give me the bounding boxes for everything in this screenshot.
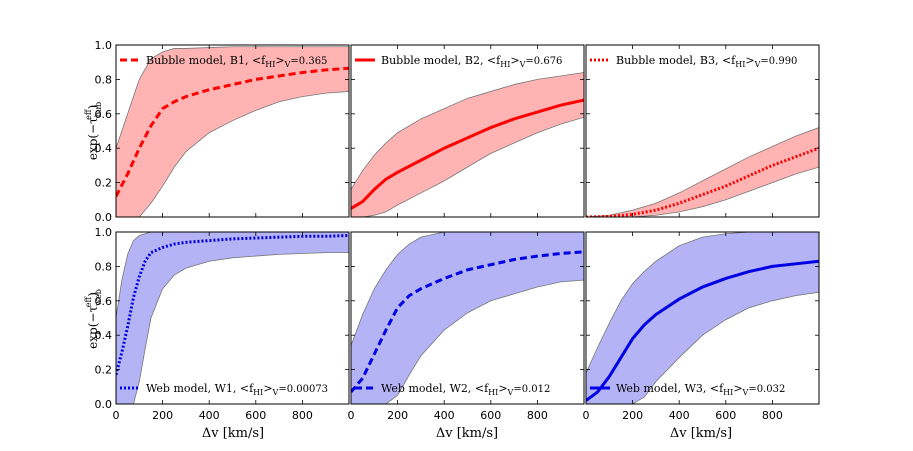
x-tick-label: 0 — [113, 409, 120, 422]
x-tick-label: 400 — [434, 409, 455, 422]
x-tick-label: 400 — [669, 409, 690, 422]
axes-frame — [115, 44, 350, 218]
legend-label: Web model, W1, <fHI>V=0.00073 — [146, 382, 328, 397]
x-tick-label: 200 — [387, 409, 408, 422]
band-lower-edge — [586, 291, 819, 404]
x-tick-label: 800 — [292, 409, 313, 422]
y-tick-label: 0.2 — [95, 364, 113, 377]
confidence-band — [351, 72, 584, 217]
plot-area — [351, 232, 584, 404]
panel-b3: Bubble model, B3, <fHI>V=0.990 — [585, 44, 820, 218]
band-upper-edge — [116, 232, 349, 319]
legend-label: Bubble model, B2, <fHI>V=0.676 — [381, 54, 562, 69]
plot-area — [116, 232, 349, 404]
plot-area — [586, 232, 819, 404]
panel-b1: 0.0 0.2 0.4 0.6 0.8 1.0 Bubble model, B1, <fHI… — [95, 39, 350, 224]
x-tick-label: 400 — [199, 409, 220, 422]
x-tick-label: 600 — [480, 409, 501, 422]
panel-w3: 0 200 400 600 800 Web model, W3, <fHI>V=0.032 — [583, 231, 820, 422]
legend: Web model, W1, <fHI>V=0.00073 — [120, 382, 328, 397]
y-axis-label-bottom: exp(−τwebeff) — [84, 289, 103, 349]
y-tick-label: 0.8 — [95, 260, 113, 273]
x-tick-label: 600 — [715, 409, 736, 422]
median-line — [351, 250, 584, 393]
median-line — [116, 66, 349, 198]
plot-area — [351, 72, 584, 217]
axes-frame — [115, 231, 350, 405]
band-upper-edge — [351, 232, 584, 346]
band-lower-edge — [351, 116, 584, 217]
plot-area — [116, 46, 349, 217]
y-tick-label: 1.0 — [95, 39, 113, 52]
plot-area — [586, 127, 819, 217]
x-tick-label: 800 — [762, 409, 783, 422]
axes-frame — [585, 44, 820, 218]
legend: Web model, W2, <fHI>V=0.012 — [355, 382, 550, 397]
x-axis-label-col2: Δv [km/s] — [436, 426, 498, 441]
x-axis-label-col1: Δv [km/s] — [202, 426, 264, 441]
x-tick-label: 600 — [245, 409, 266, 422]
y-tick-label: 0.4 — [95, 142, 113, 155]
band-upper-edge — [116, 46, 349, 149]
y-axis-labels: exp(−τbubeff) exp(−τwebeff) — [84, 102, 103, 349]
band-upper-edge — [586, 127, 819, 217]
band-lower-edge — [586, 166, 819, 217]
x-tick-label: 0 — [583, 409, 590, 422]
x-tick-label: 0 — [348, 409, 355, 422]
band-lower-edge — [351, 279, 584, 404]
band-upper-edge — [351, 72, 584, 190]
confidence-band — [586, 232, 819, 404]
y-tick-label: 0.0 — [95, 211, 113, 224]
y-tick-label: 1.0 — [95, 226, 113, 239]
y-axis-label-top: exp(−τbubeff) — [84, 102, 103, 160]
panels-group: 0.0 0.2 0.4 0.6 0.8 1.0 Bubble model, B1, <fHI… — [95, 39, 820, 422]
y-tick-label: 0.2 — [95, 177, 113, 190]
x-tick-label: 200 — [622, 409, 643, 422]
y-tick-label: 0.0 — [95, 398, 113, 411]
band-lower-edge — [116, 91, 349, 217]
y-tick-label: 0.6 — [95, 295, 113, 308]
band-upper-edge — [586, 232, 819, 374]
y-tick-label: 0.8 — [95, 73, 113, 86]
median-line — [586, 259, 819, 402]
axes-frame — [350, 231, 585, 405]
legend-label: Bubble model, B1, <fHI>V=0.365 — [146, 54, 327, 69]
x-axis-label-col3: Δv [km/s] — [670, 426, 732, 441]
x-tick-label: 200 — [152, 409, 173, 422]
axes-frame — [585, 231, 820, 405]
panel-w1: 0 200 400 600 800 0.0 0.2 0.4 0.6 0.8 1.0 Web model… — [95, 226, 350, 422]
legend: Web model, W3, <fHI>V=0.032 — [590, 382, 785, 397]
confidence-band — [351, 232, 584, 404]
legend: Bubble model, B3, <fHI>V=0.990 — [590, 54, 797, 69]
legend: Bubble model, B2, <fHI>V=0.676 — [355, 54, 562, 69]
panel-b2: Bubble model, B2, <fHI>V=0.676 — [350, 44, 585, 218]
legend-label: Web model, W3, <fHI>V=0.032 — [616, 382, 785, 397]
band-lower-edge — [116, 252, 349, 404]
axes-frame — [350, 44, 585, 218]
confidence-band — [116, 46, 349, 217]
panel-w2: 0 200 400 600 800 Web model, W2, <fHI>V=0.012 — [348, 231, 585, 422]
legend-label: Bubble model, B3, <fHI>V=0.990 — [616, 54, 797, 69]
x-tick-label: 800 — [527, 409, 548, 422]
legend: Bubble model, B1, <fHI>V=0.365 — [120, 54, 327, 69]
x-axis-labels: Δv [km/s] Δv [km/s] Δv [km/s] — [202, 426, 732, 441]
legend-label: Web model, W2, <fHI>V=0.012 — [381, 382, 550, 397]
y-tick-label: 0.4 — [95, 329, 113, 342]
y-tick-label: 0.6 — [95, 108, 113, 121]
